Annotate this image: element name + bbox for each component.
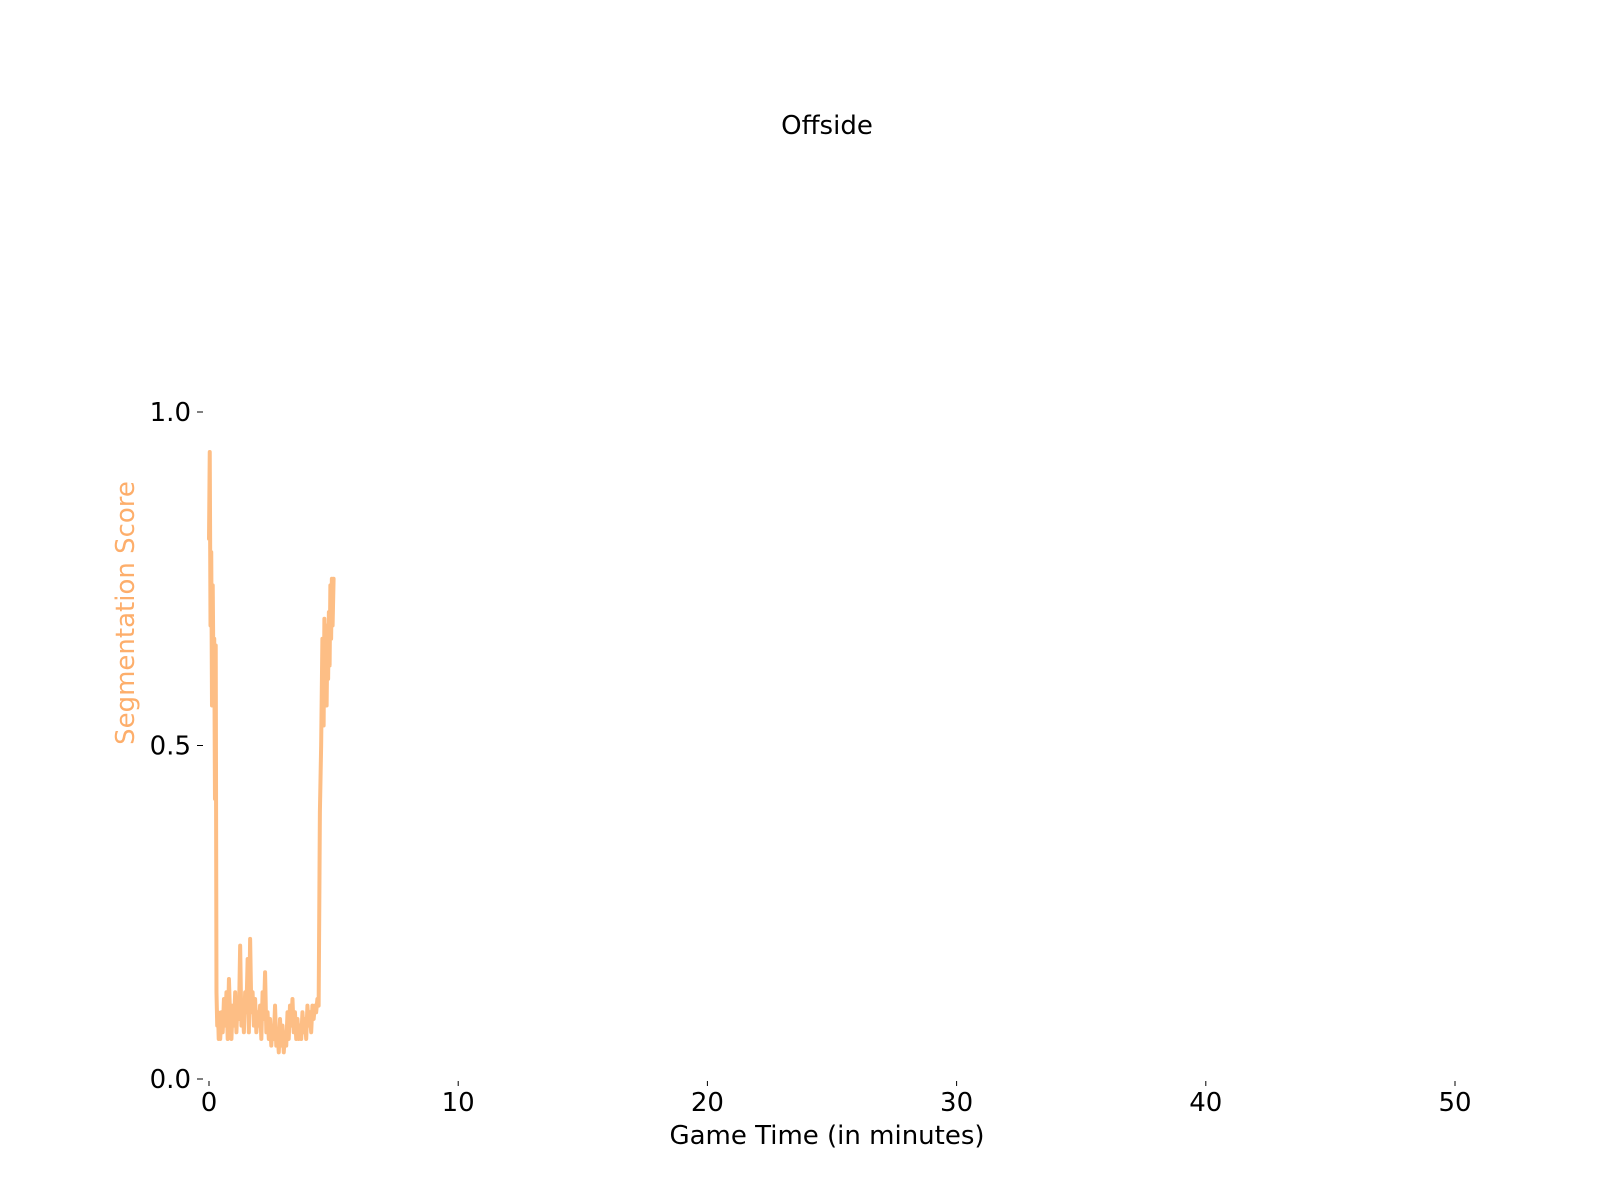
x-tick-label: 0 xyxy=(201,1088,218,1118)
x-tick-label: 20 xyxy=(691,1088,724,1118)
y-axis-label: Segmentation Score xyxy=(111,481,141,745)
y-tick-label: 0.5 xyxy=(150,732,191,762)
x-tick-label: 30 xyxy=(940,1088,973,1118)
series-line-0 xyxy=(207,450,336,1055)
y-axis: 0.0 0.5 1.0 xyxy=(150,398,203,1095)
x-tick-label: 40 xyxy=(1189,1088,1222,1118)
x-tick-label: 10 xyxy=(442,1088,475,1118)
chart-title: Offside xyxy=(781,111,873,141)
x-axis: 0 10 20 30 40 50 xyxy=(201,1081,1472,1118)
y-tick-label: 0.0 xyxy=(150,1065,191,1095)
y-tick-label: 1.0 xyxy=(150,398,191,428)
plot-area xyxy=(207,450,336,1055)
x-axis-label: Game Time (in minutes) xyxy=(669,1121,984,1151)
x-tick-label: 50 xyxy=(1438,1088,1471,1118)
